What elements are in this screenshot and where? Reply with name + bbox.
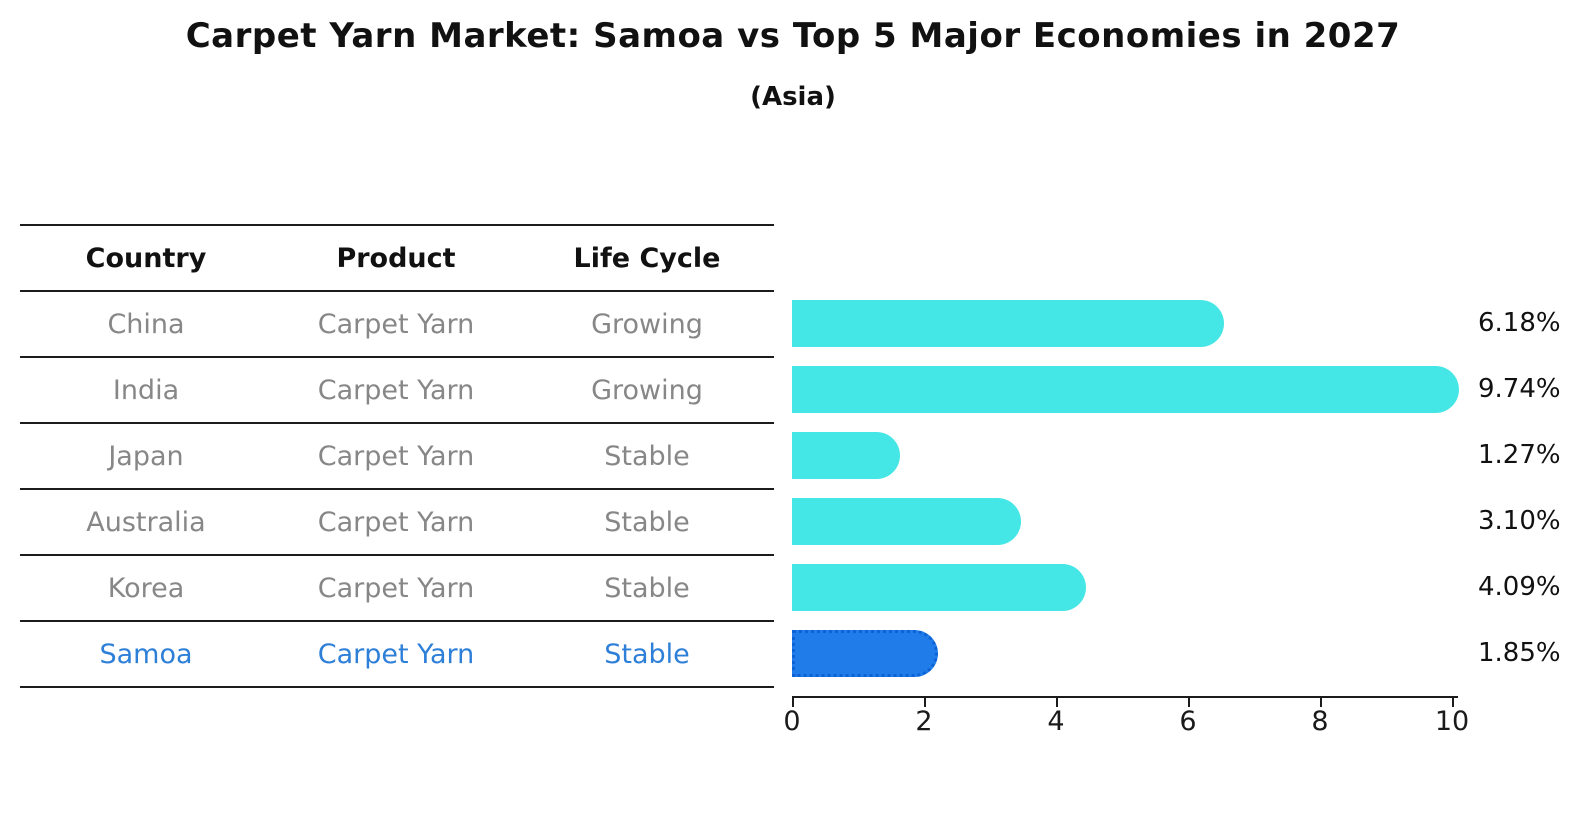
bar-japan (792, 431, 900, 479)
cell-life-cycle: Stable (604, 440, 690, 472)
x-axis-tick (1452, 698, 1454, 707)
cell-product: Carpet Yarn (317, 572, 475, 604)
x-axis-tick (792, 698, 794, 707)
cell-product: Carpet Yarn (317, 374, 475, 406)
cell-product: Carpet Yarn (317, 308, 475, 340)
table-row-china: China Carpet Yarn Growing (20, 290, 774, 356)
x-axis-tick (924, 698, 926, 707)
bar-india (792, 365, 1459, 413)
x-axis-tick-label: 6 (1179, 706, 1197, 737)
bar-samoa (792, 629, 938, 677)
x-axis-tick-label: 4 (1047, 706, 1065, 737)
x-axis-tick (1188, 698, 1190, 707)
table-bottom-border (20, 686, 774, 688)
cell-life-cycle: Stable (604, 506, 690, 538)
cell-country: India (112, 374, 180, 406)
cell-country: China (107, 308, 185, 340)
column-header-country: Country (85, 242, 207, 274)
column-header-product: Product (336, 242, 456, 274)
cell-life-cycle: Growing (591, 308, 703, 340)
bar-value-label-india: 9.74% (1478, 374, 1561, 404)
table-row-samoa: Samoa Carpet Yarn Stable (20, 620, 774, 686)
cell-life-cycle: Stable (604, 638, 690, 670)
country-table: Country Product Life Cycle China Carpet Y… (20, 224, 774, 688)
cell-product: Carpet Yarn (317, 440, 475, 472)
table-row-india: India Carpet Yarn Growing (20, 356, 774, 422)
bar-china (792, 299, 1224, 347)
x-axis-tick-label: 8 (1311, 706, 1329, 737)
cell-country: Japan (108, 440, 184, 472)
bar-value-label-china: 6.18% (1478, 308, 1561, 338)
bar-australia (792, 497, 1021, 545)
x-axis-tick-label: 2 (915, 706, 933, 737)
cell-country: Korea (107, 572, 185, 604)
bar-value-label-samoa: 1.85% (1478, 638, 1561, 668)
cell-life-cycle: Stable (604, 572, 690, 604)
table-rows: China Carpet Yarn Growing India Carpet Yarn G… (20, 290, 774, 686)
bar-value-label-japan: 1.27% (1478, 440, 1561, 470)
table-row-japan: Japan Carpet Yarn Stable (20, 422, 774, 488)
bar-korea (792, 563, 1086, 611)
cell-life-cycle: Growing (591, 374, 703, 406)
x-axis-line (792, 696, 1458, 698)
table-row-korea: Korea Carpet Yarn Stable (20, 554, 774, 620)
x-axis-tick-label: 10 (1434, 706, 1470, 737)
cell-country: Samoa (99, 638, 193, 670)
bar-value-label-korea: 4.09% (1478, 572, 1561, 602)
table-header-row: Country Product Life Cycle (20, 224, 774, 290)
chart-title: Carpet Yarn Market: Samoa vs Top 5 Major… (185, 16, 1401, 56)
cell-product: Carpet Yarn (317, 638, 475, 670)
x-axis-tick (1320, 698, 1322, 707)
table-row-australia: Australia Carpet Yarn Stable (20, 488, 774, 554)
bar-value-label-australia: 3.10% (1478, 506, 1561, 536)
cell-country: Australia (86, 506, 206, 538)
cell-product: Carpet Yarn (317, 506, 475, 538)
x-axis-tick (1056, 698, 1058, 707)
column-header-life-cycle: Life Cycle (573, 242, 721, 274)
chart-subtitle: (Asia) (750, 82, 836, 112)
x-axis-tick-label: 0 (783, 706, 801, 737)
